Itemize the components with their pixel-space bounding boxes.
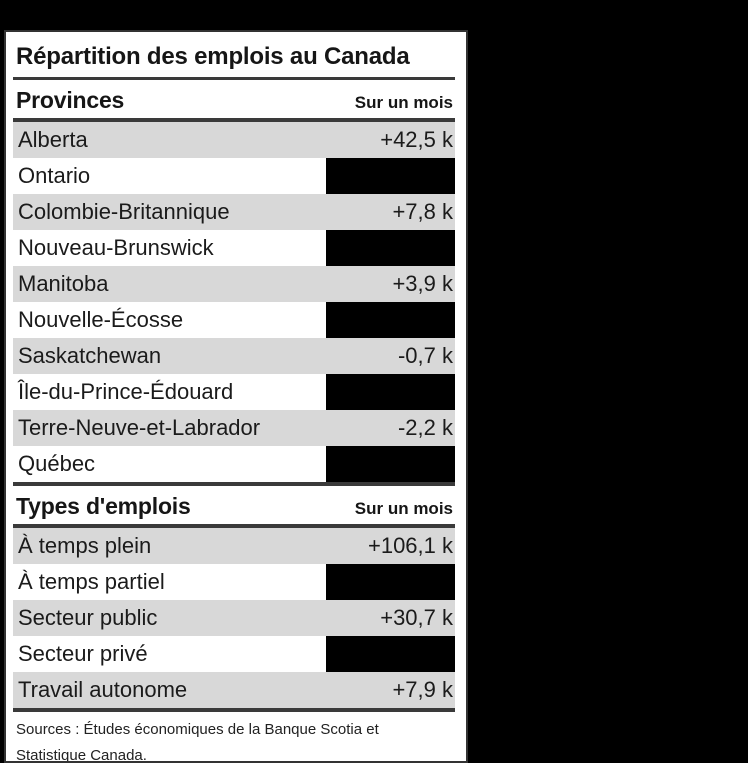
row-value: -2,2 k bbox=[397, 415, 453, 440]
table-row: Travail autonome +7,9 k bbox=[13, 672, 455, 708]
table-row: À temps partiel bbox=[13, 564, 455, 600]
row-label: À temps plein bbox=[18, 533, 152, 558]
row-label: Nouveau-Brunswick bbox=[18, 235, 214, 260]
table-row: Secteur public +30,7 k bbox=[13, 600, 455, 636]
row-label: Île-du-Prince-Édouard bbox=[18, 379, 234, 404]
table-row: Île-du-Prince-Édouard bbox=[13, 374, 455, 410]
table-row: Saskatchewan -0,7 k bbox=[13, 338, 455, 374]
redacted-value-box bbox=[326, 564, 455, 600]
redacted-value-box bbox=[326, 446, 455, 482]
row-label: Nouvelle-Écosse bbox=[18, 307, 184, 332]
jobs-table-panel: Répartition des emplois au Canada Provin… bbox=[4, 30, 468, 763]
redacted-value-box bbox=[326, 374, 455, 410]
table-row: Secteur privé bbox=[13, 636, 455, 672]
section-header-label: Provinces bbox=[16, 87, 125, 113]
types-rows: À temps plein +106,1 k À temps partiel S… bbox=[13, 528, 455, 712]
value-column-header: Sur un mois bbox=[354, 93, 453, 112]
row-label: Travail autonome bbox=[18, 677, 188, 702]
value-column-header: Sur un mois bbox=[354, 499, 453, 518]
row-value: +7,9 k bbox=[392, 677, 453, 702]
table-row: Alberta +42,5 k bbox=[13, 122, 455, 158]
row-label: Alberta bbox=[18, 127, 88, 152]
table-row: Québec bbox=[13, 446, 455, 482]
row-label: Secteur public bbox=[18, 605, 158, 630]
table-row: Manitoba +3,9 k bbox=[13, 266, 455, 302]
row-label: Ontario bbox=[18, 163, 91, 188]
redacted-value-box bbox=[326, 636, 455, 672]
table-row: Ontario bbox=[13, 158, 455, 194]
row-value: +42,5 k bbox=[380, 127, 453, 152]
row-value: -0,7 k bbox=[397, 343, 453, 368]
section-header-provinces: Provinces Sur un mois bbox=[13, 80, 455, 122]
row-label: Colombie-Britannique bbox=[18, 199, 230, 224]
row-label: Secteur privé bbox=[18, 641, 148, 666]
redacted-value-box bbox=[326, 302, 455, 338]
row-label: Manitoba bbox=[18, 271, 109, 296]
row-value: +3,9 k bbox=[392, 271, 453, 296]
row-label: Terre-Neuve-et-Labrador bbox=[18, 415, 261, 440]
table-row: Nouvelle-Écosse bbox=[13, 302, 455, 338]
redacted-value-box bbox=[326, 230, 455, 266]
section-header-label: Types d'emplois bbox=[16, 493, 191, 519]
row-value: +106,1 k bbox=[367, 533, 453, 558]
table-row: Terre-Neuve-et-Labrador -2,2 k bbox=[13, 410, 455, 446]
section-types-emplois: Types d'emplois Sur un mois À temps plei… bbox=[13, 482, 455, 712]
section-header-types: Types d'emplois Sur un mois bbox=[13, 486, 455, 528]
table-row: Colombie-Britannique +7,8 k bbox=[13, 194, 455, 230]
row-value: +7,8 k bbox=[392, 199, 453, 224]
table-row: À temps plein +106,1 k bbox=[13, 528, 455, 564]
redacted-value-box bbox=[326, 158, 455, 194]
table-title: Répartition des emplois au Canada bbox=[13, 32, 455, 80]
row-label: À temps partiel bbox=[18, 569, 165, 594]
provinces-rows: Alberta +42,5 k Ontario Colombie-Britann… bbox=[13, 122, 455, 482]
row-label: Québec bbox=[18, 451, 96, 476]
sources-note: Sources : Études économiques de la Banqu… bbox=[16, 721, 379, 763]
row-label: Saskatchewan bbox=[18, 343, 162, 368]
row-value: +30,7 k bbox=[380, 605, 453, 630]
table-row: Nouveau-Brunswick bbox=[13, 230, 455, 266]
